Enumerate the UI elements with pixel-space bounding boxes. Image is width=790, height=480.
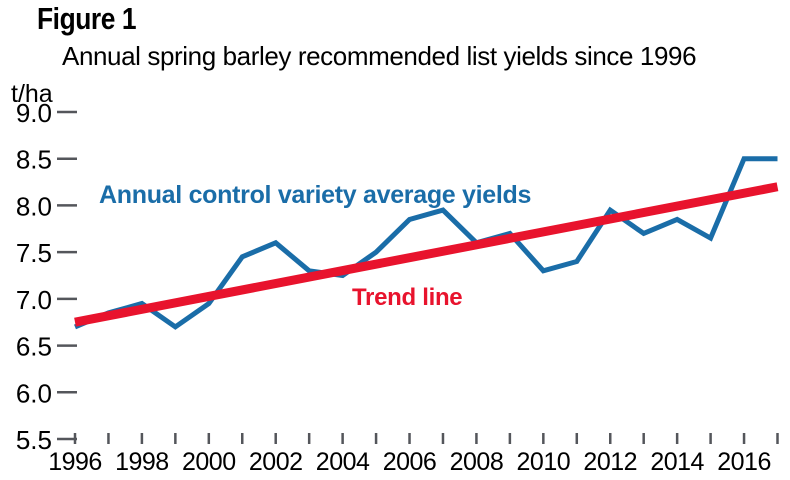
x-axis-tick-label: 1996: [48, 448, 102, 476]
x-axis-tick-label: 1998: [115, 448, 169, 476]
y-axis-tick-label: 9.0: [16, 98, 52, 128]
control-yields-line: [74, 156, 778, 330]
y-axis-tick-label: 6.5: [16, 332, 52, 362]
y-axis-unit-label: t/ha: [11, 80, 53, 108]
y-axis-tick-label: 8.5: [16, 145, 52, 175]
y-axis-tick-label: 7.5: [16, 238, 52, 268]
x-axis-tick-label: 2008: [450, 448, 504, 476]
x-axis-tick-label: 2010: [517, 448, 571, 476]
y-axis-tick-label: 8.0: [16, 191, 52, 221]
figure-subtitle: Annual spring barley recommended list yi…: [62, 41, 697, 71]
x-axis-tick-label: 2016: [717, 448, 771, 476]
y-axis-tick-label: 7.0: [16, 285, 52, 315]
x-axis-tick-label: 2004: [316, 448, 370, 476]
x-axis-tick-label: 2002: [249, 448, 303, 476]
y-axis-tick-label: 6.0: [16, 378, 52, 408]
x-axis-tick-label: 2000: [182, 448, 236, 476]
figure-title: Figure 1: [37, 1, 137, 36]
y-axis-tick-label: 5.5: [16, 425, 52, 455]
series-label-control-yields: Annual control variety average yields: [99, 181, 532, 209]
series-label-trend-line: Trend line: [352, 284, 463, 311]
x-axis-tick-label: 2006: [383, 448, 437, 476]
x-axis-tick-label: 2014: [650, 448, 704, 476]
trend-line: [74, 182, 779, 327]
x-axis-tick-label: 2012: [583, 448, 637, 476]
